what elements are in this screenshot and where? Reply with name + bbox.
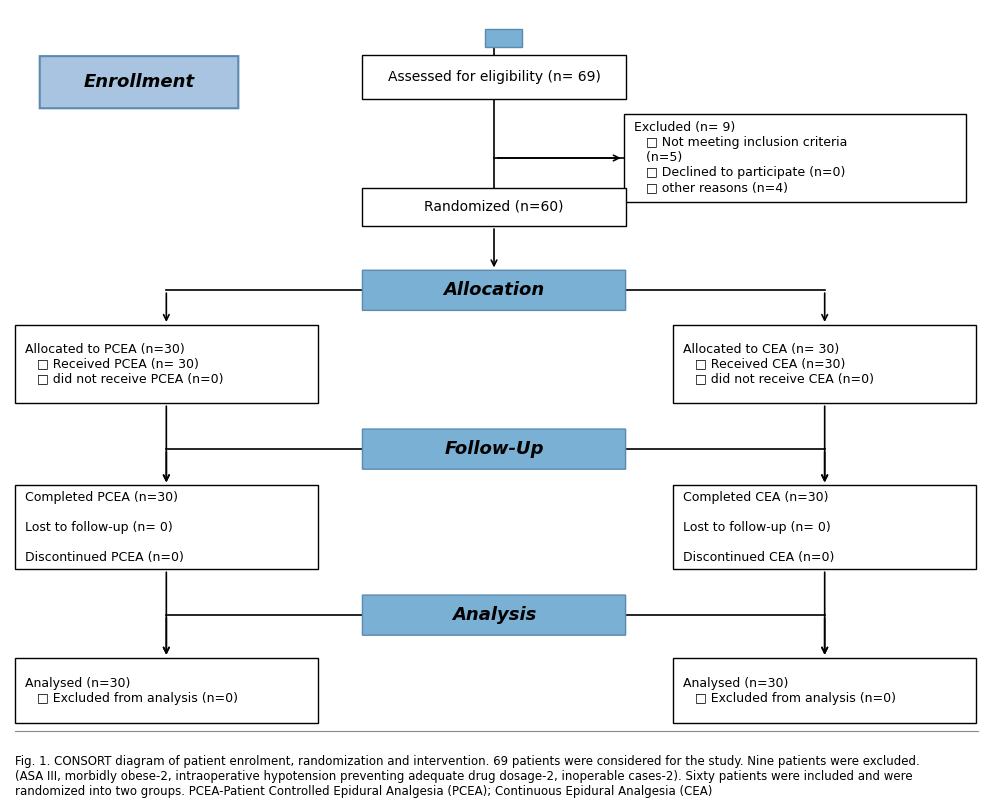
Text: Allocation: Allocation: [444, 282, 544, 299]
Bar: [362, 55, 626, 99]
Text: Allocated to CEA (n= 30)
   □ Received CEA (n=30)
   □ did not receive CEA (n=0): Allocated to CEA (n= 30) □ Received CEA …: [683, 342, 874, 386]
Text: Completed CEA (n=30)

Lost to follow-up (n= 0)

Discontinued CEA (n=0): Completed CEA (n=30) Lost to follow-up (…: [683, 491, 834, 564]
FancyBboxPatch shape: [362, 595, 626, 635]
Bar: [673, 658, 976, 723]
Text: Analysed (n=30)
   □ Excluded from analysis (n=0): Analysed (n=30) □ Excluded from analysis…: [25, 677, 238, 704]
Bar: [15, 658, 318, 723]
Bar: [15, 485, 318, 569]
Text: Fig. 1. CONSORT diagram of patient enrolment, randomization and intervention. 69: Fig. 1. CONSORT diagram of patient enrol…: [15, 755, 920, 798]
Text: Assessed for eligibility (n= 69): Assessed for eligibility (n= 69): [387, 70, 601, 83]
FancyBboxPatch shape: [40, 56, 238, 108]
Text: Randomized (n=60): Randomized (n=60): [424, 200, 564, 214]
Bar: [15, 325, 318, 403]
Text: Allocated to PCEA (n=30)
   □ Received PCEA (n= 30)
   □ did not receive PCEA (n: Allocated to PCEA (n=30) □ Received PCEA…: [25, 342, 223, 386]
Bar: [485, 29, 522, 47]
Bar: [362, 188, 626, 226]
Bar: [673, 325, 976, 403]
Text: Completed PCEA (n=30)

Lost to follow-up (n= 0)

Discontinued PCEA (n=0): Completed PCEA (n=30) Lost to follow-up …: [25, 491, 184, 564]
Text: Follow-Up: Follow-Up: [444, 440, 544, 458]
Text: Analysis: Analysis: [452, 606, 536, 624]
Text: Enrollment: Enrollment: [83, 73, 195, 91]
FancyBboxPatch shape: [362, 429, 626, 469]
Text: Analysed (n=30)
   □ Excluded from analysis (n=0): Analysed (n=30) □ Excluded from analysis…: [683, 677, 897, 704]
Bar: [673, 485, 976, 569]
Text: Excluded (n= 9)
   □ Not meeting inclusion criteria
   (n=5)
   □ Declined to pa: Excluded (n= 9) □ Not meeting inclusion …: [634, 121, 847, 195]
FancyBboxPatch shape: [362, 270, 626, 310]
Bar: [624, 114, 966, 202]
